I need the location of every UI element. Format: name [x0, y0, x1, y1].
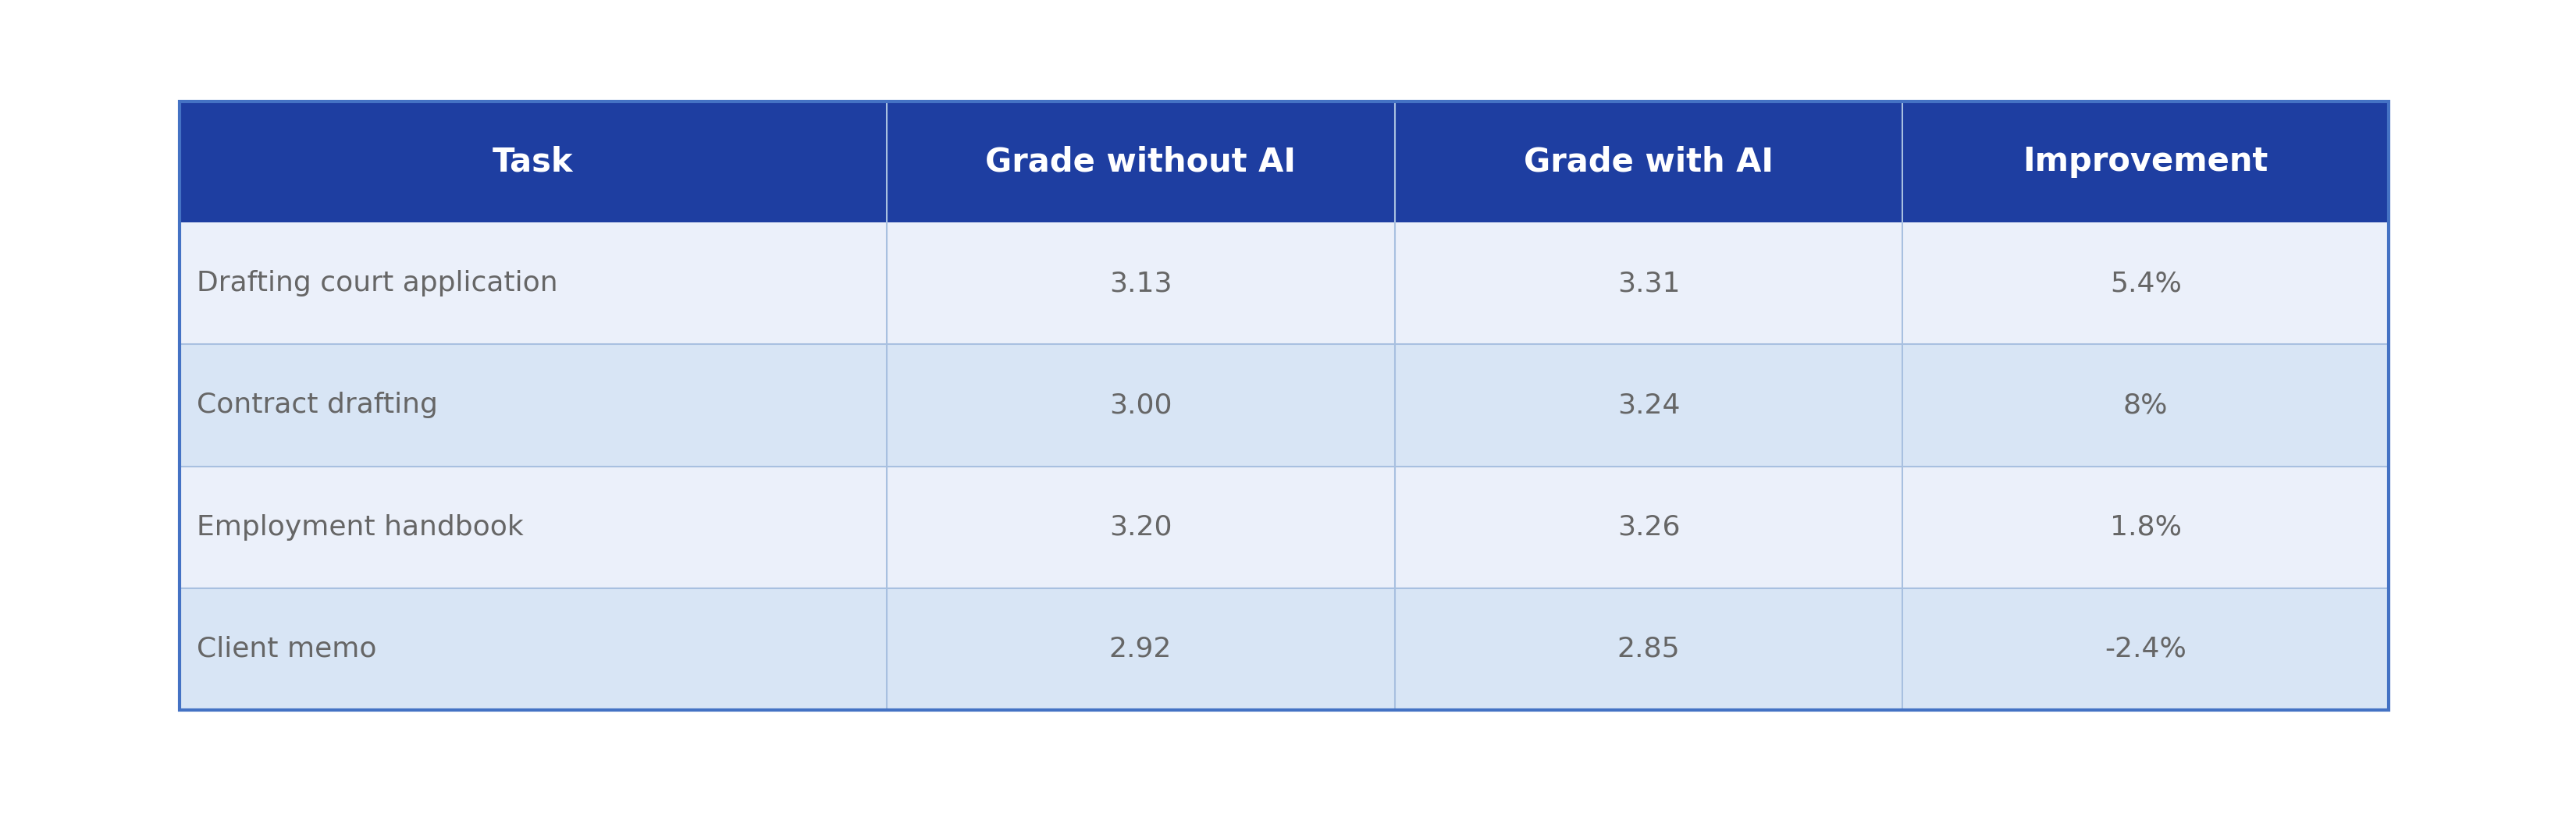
Bar	[886, 466, 1394, 588]
Text: 2.92: 2.92	[1110, 636, 1172, 663]
Bar	[1394, 344, 1904, 466]
Text: Grade without AI: Grade without AI	[984, 146, 1296, 178]
Text: 3.24: 3.24	[1618, 392, 1680, 419]
Text: Contract drafting: Contract drafting	[196, 392, 438, 419]
Bar	[1394, 102, 1904, 223]
Text: Grade with AI: Grade with AI	[1522, 146, 1772, 178]
Text: Client memo: Client memo	[196, 636, 376, 663]
Bar	[886, 588, 1394, 710]
Text: 3.13: 3.13	[1110, 270, 1172, 297]
Text: Task: Task	[492, 146, 574, 178]
Bar	[1394, 588, 1904, 710]
Bar	[180, 344, 886, 466]
Bar	[886, 344, 1394, 466]
Bar	[886, 223, 1394, 344]
Text: 3.20: 3.20	[1110, 514, 1172, 541]
Text: 3.00: 3.00	[1110, 392, 1172, 419]
Bar	[1904, 223, 2388, 344]
Bar	[180, 466, 886, 588]
Text: Drafting court application: Drafting court application	[196, 270, 559, 297]
Bar	[1904, 344, 2388, 466]
Bar	[886, 102, 1394, 223]
Bar	[1394, 223, 1904, 344]
Bar	[180, 588, 886, 710]
Bar	[1394, 466, 1904, 588]
Bar	[180, 223, 886, 344]
Text: -2.4%: -2.4%	[2105, 636, 2187, 663]
Bar	[180, 102, 2388, 710]
Text: 3.31: 3.31	[1618, 270, 1680, 297]
Bar	[1904, 466, 2388, 588]
Bar	[180, 102, 886, 223]
Text: 8%: 8%	[2123, 392, 2169, 419]
Text: 1.8%: 1.8%	[2110, 514, 2182, 541]
Text: Employment handbook: Employment handbook	[196, 514, 523, 541]
Text: Improvement: Improvement	[2022, 146, 2269, 178]
Text: 2.85: 2.85	[1618, 636, 1680, 663]
Bar	[1904, 588, 2388, 710]
Text: 3.26: 3.26	[1618, 514, 1680, 541]
Text: 5.4%: 5.4%	[2110, 270, 2182, 297]
Bar	[1904, 102, 2388, 223]
